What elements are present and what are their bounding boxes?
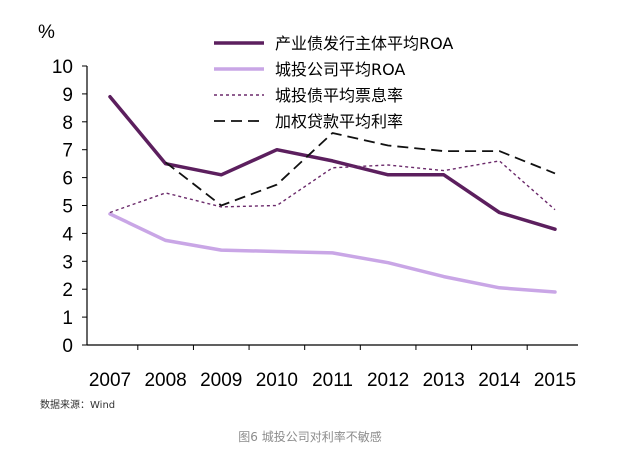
x-tick-label: 2007 [89, 370, 131, 391]
series-lines [108, 94, 557, 294]
y-tick-label: 10 [52, 57, 73, 78]
legend-label-2: 城投公司平均ROA [275, 60, 405, 79]
x-tick-label: 2015 [534, 370, 576, 391]
y-tick-label: 8 [62, 113, 73, 134]
x-tick-label: 2014 [478, 370, 521, 391]
y-tick-label: 7 [62, 141, 73, 162]
y-tick-label: 4 [62, 224, 73, 245]
x-tick-label: 2013 [423, 370, 465, 391]
y-tick-label: 6 [62, 169, 73, 190]
chart-axes [86, 66, 578, 346]
series-line-4 [165, 132, 556, 207]
y-axis-ticks: 0 1 2 3 4 5 6 7 8 9 10 [52, 57, 87, 357]
x-tick-label: 2009 [200, 370, 242, 391]
x-tick-label: 2011 [312, 370, 353, 391]
series-line-1 [108, 94, 557, 231]
x-axis-ticks: 2007 2008 2009 2010 2011 2012 2013 2014 2015 [89, 345, 576, 391]
legend-label-3: 城投债平均票息率 [275, 86, 403, 105]
x-tick-label: 2012 [367, 370, 409, 391]
y-tick-label: 2 [62, 280, 73, 301]
x-tick-label: 2010 [256, 370, 298, 391]
x-tick-label: 2008 [144, 370, 186, 391]
y-tick-label: 5 [62, 197, 73, 218]
legend-label-4: 加权贷款平均利率 [275, 112, 403, 131]
y-tick-label: 1 [62, 308, 73, 329]
legend-label-1: 产业债发行主体平均ROA [275, 34, 453, 53]
source-note: 数据来源：Wind [40, 400, 116, 411]
series-line-2 [108, 212, 557, 294]
y-tick-label: 3 [62, 252, 73, 273]
series-line-3 [109, 160, 556, 214]
figure-caption: 图6 城投公司对利率不敏感 [238, 430, 382, 444]
y-tick-label: 9 [62, 85, 73, 106]
y-tick-label: 0 [62, 336, 73, 357]
y-unit-label: % [38, 22, 55, 43]
